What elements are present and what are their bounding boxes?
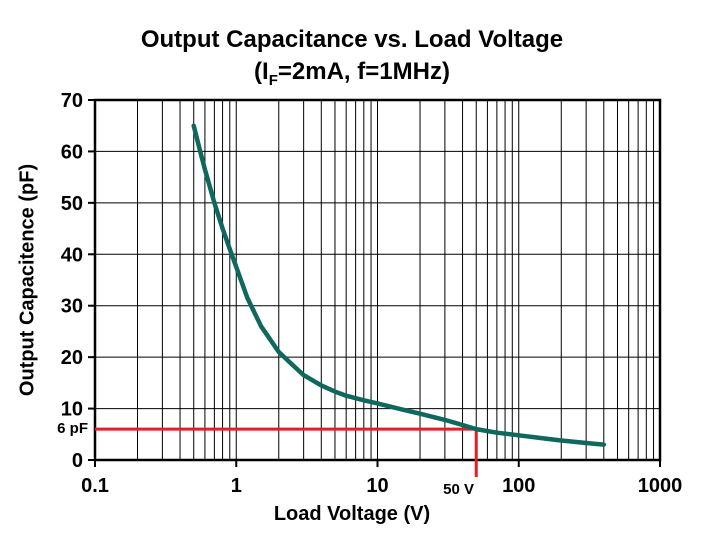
y-axis-label: Output Capacitence (pF) <box>16 163 39 397</box>
y-tick-label: 70 <box>61 90 83 112</box>
x-tick-label: 1000 <box>638 475 683 497</box>
annotation-50v-label: 50 V <box>443 481 474 498</box>
title-subscript-f: F <box>268 71 278 89</box>
plot-border <box>93 98 662 462</box>
y-tick-label: 0 <box>72 450 83 472</box>
chart-title-line2: (IF=2mA, f=1MHz) <box>0 58 704 89</box>
x-tick-label: 10 <box>366 475 388 497</box>
x-tick-label: 1 <box>231 475 242 497</box>
x-tick-label: 100 <box>502 475 535 497</box>
title-condition-prefix: (I <box>254 58 269 85</box>
output-capacitance-curve <box>191 123 607 447</box>
title-condition-suffix: =2mA, f=1MHz) <box>277 58 450 85</box>
y-tick-label: 60 <box>61 141 83 163</box>
chart-title-line1: Output Capacitance vs. Load Voltage <box>140 26 564 53</box>
x-tick-label: 0.1 <box>81 475 109 497</box>
y-tick-label: 30 <box>61 296 83 318</box>
x-axis-label: Load Voltage (V) <box>273 503 431 525</box>
y-tick-label: 50 <box>61 193 83 215</box>
y-tick-label: 40 <box>61 244 83 266</box>
y-tick-label: 20 <box>61 347 83 369</box>
annotation-6pf-label: 6 pF <box>57 420 88 437</box>
y-tick-label: 10 <box>61 399 83 421</box>
